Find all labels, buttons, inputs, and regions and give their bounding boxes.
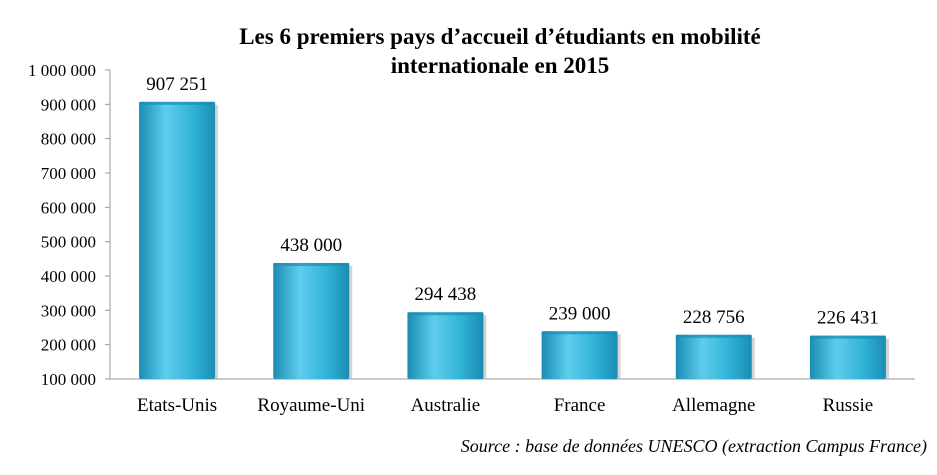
bar bbox=[273, 262, 350, 379]
data-label: 907 251 bbox=[146, 74, 208, 95]
y-tick-label: 300 000 bbox=[41, 301, 96, 320]
bar bbox=[541, 331, 618, 379]
bar bbox=[139, 101, 216, 380]
bar-top-edge bbox=[407, 312, 484, 316]
bar-top-edge bbox=[675, 334, 752, 338]
category-label: Allemagne bbox=[672, 395, 755, 416]
bar bbox=[407, 312, 484, 379]
category-label: Royaume-Uni bbox=[257, 395, 365, 416]
data-label: 226 431 bbox=[817, 308, 879, 329]
bar-top-edge bbox=[273, 262, 350, 266]
category-label: France bbox=[554, 395, 606, 416]
source-note: Source : base de données UNESCO (extract… bbox=[460, 436, 927, 456]
y-tick-label: 200 000 bbox=[41, 336, 96, 355]
y-tick-label: 800 000 bbox=[41, 130, 96, 149]
y-tick-label: 100 000 bbox=[41, 370, 96, 389]
y-tick-label: 1 000 000 bbox=[28, 61, 96, 80]
y-tick-label: 400 000 bbox=[41, 267, 96, 286]
data-label: 239 000 bbox=[549, 303, 611, 324]
bar-top-edge bbox=[809, 335, 886, 339]
y-tick-label: 600 000 bbox=[41, 198, 96, 217]
data-label: 438 000 bbox=[280, 235, 342, 256]
bar-top-edge bbox=[139, 101, 216, 105]
data-label: 228 756 bbox=[683, 307, 745, 328]
bar-top-edge bbox=[541, 331, 618, 335]
chart-title-line1: Les 6 premiers pays d’accueil d’étudiant… bbox=[239, 24, 761, 49]
chart-title-line2: internationale en 2015 bbox=[390, 53, 610, 78]
data-label: 294 438 bbox=[415, 284, 477, 305]
category-label: Australie bbox=[411, 395, 481, 416]
category-label: Etats-Unis bbox=[137, 395, 217, 416]
y-tick-label: 900 000 bbox=[41, 95, 96, 114]
chart-title: Les 6 premiers pays d’accueil d’étudiant… bbox=[200, 22, 800, 80]
bar bbox=[675, 334, 752, 379]
y-tick-label: 700 000 bbox=[41, 164, 96, 183]
bar bbox=[809, 335, 886, 379]
y-tick-label: 500 000 bbox=[41, 233, 96, 252]
category-label: Russie bbox=[823, 395, 874, 416]
